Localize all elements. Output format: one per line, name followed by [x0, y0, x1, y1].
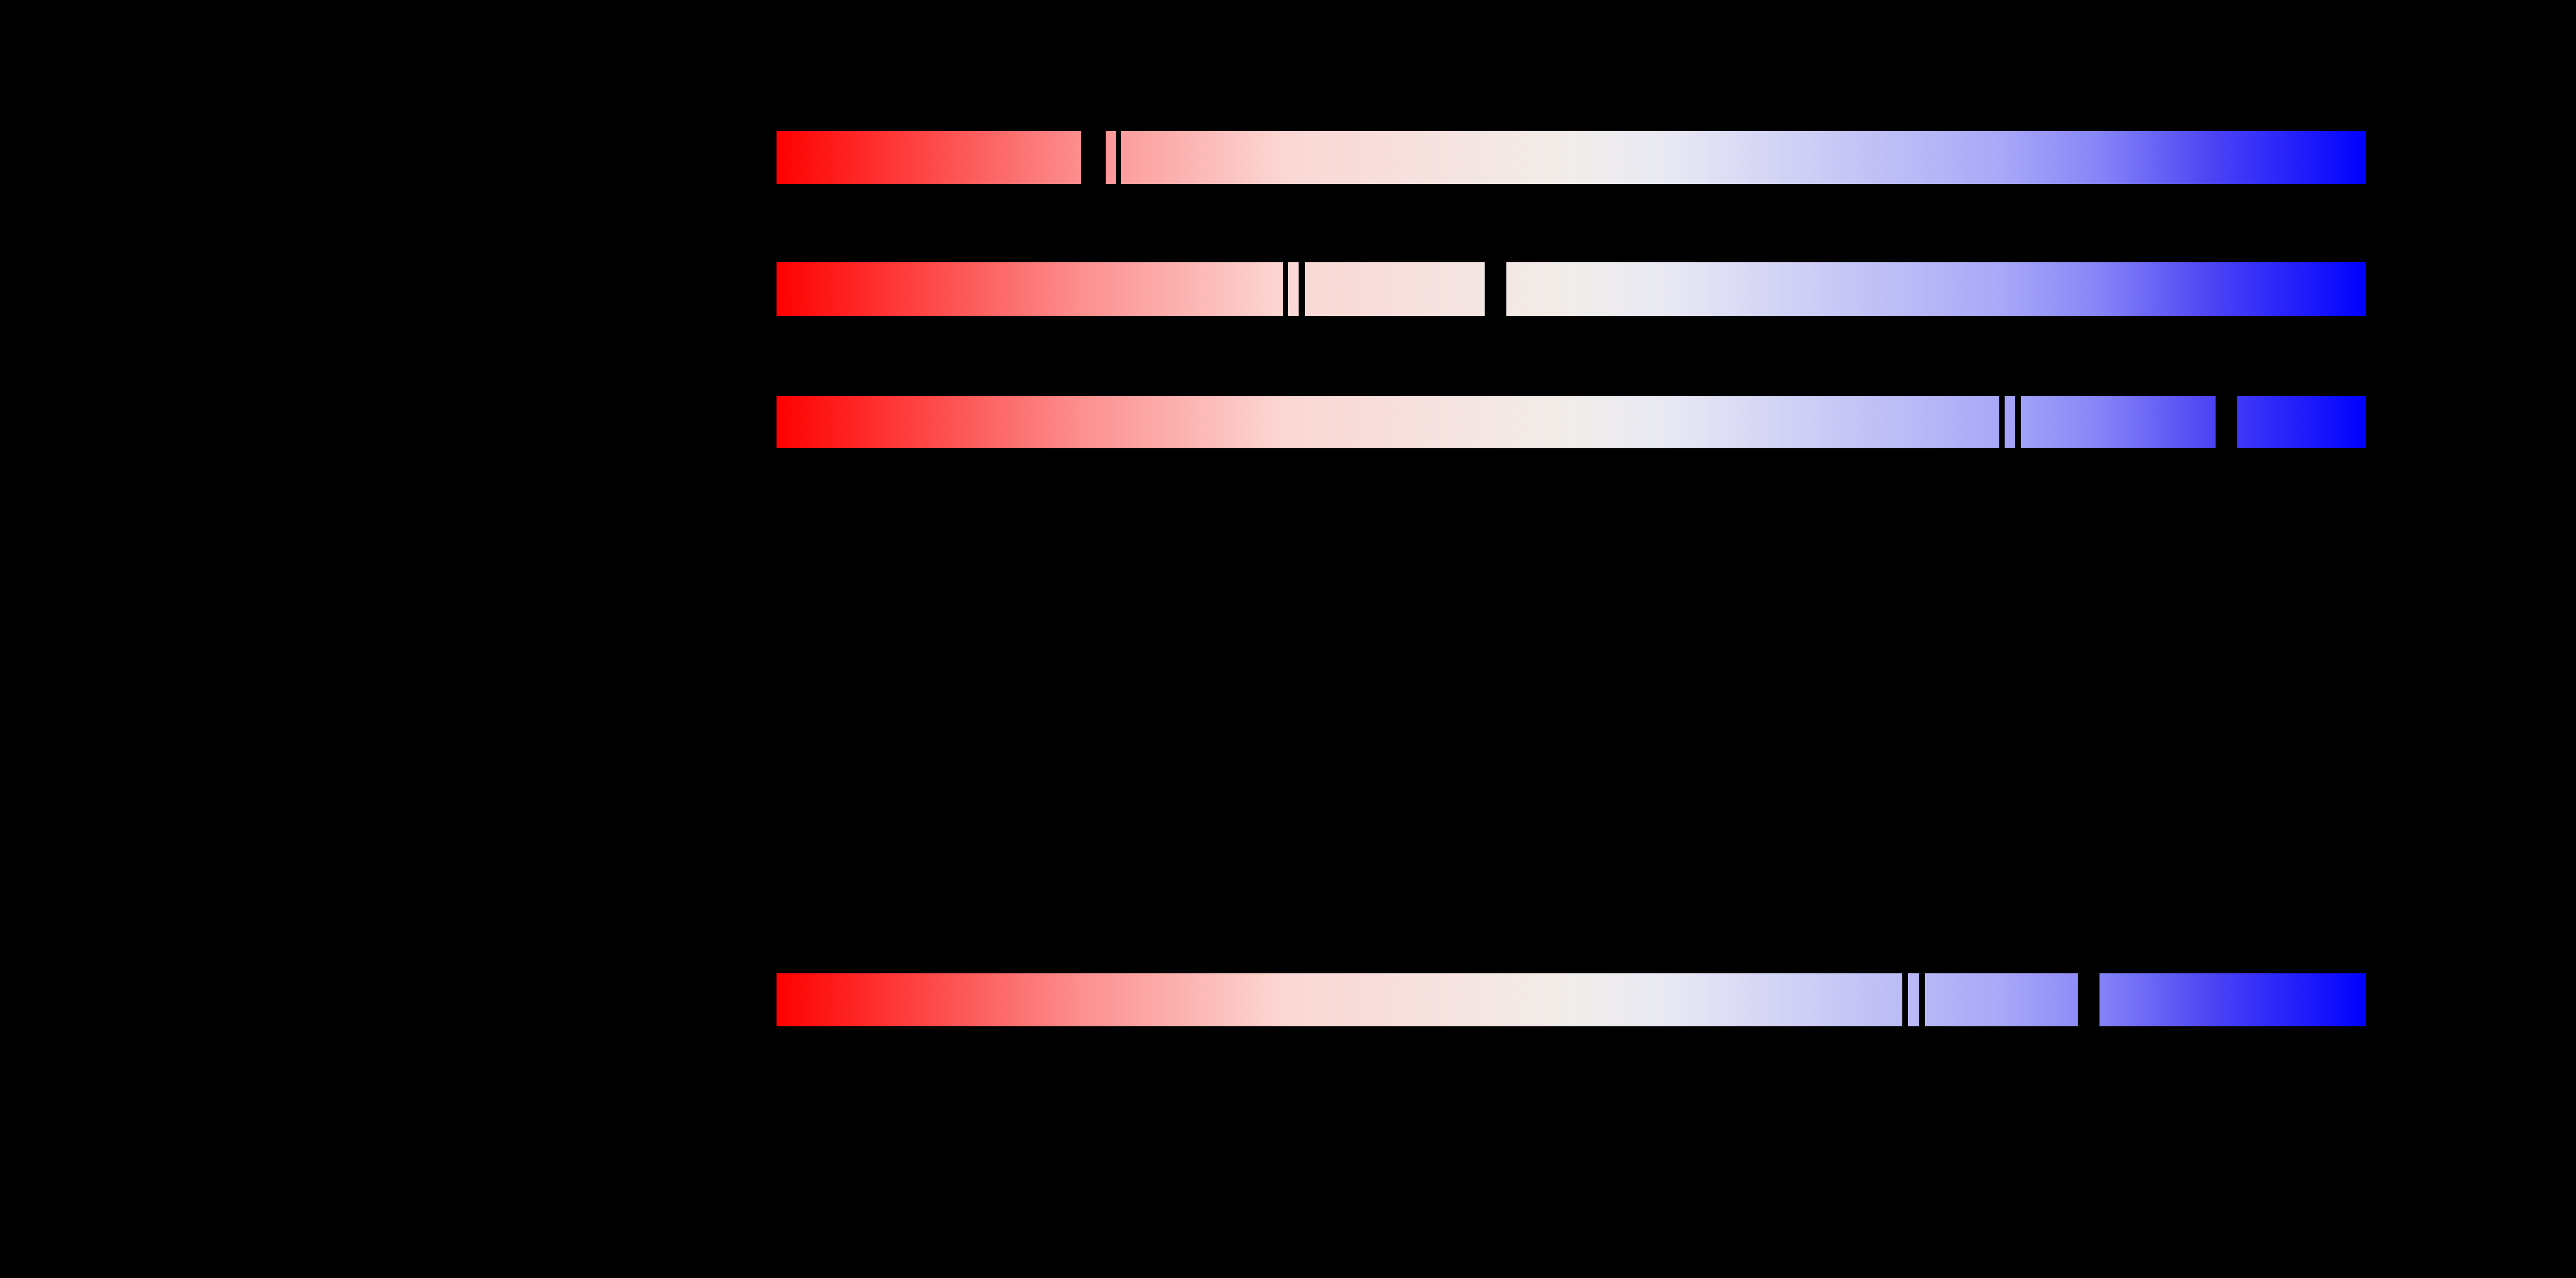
bar-3-marker-thin	[1999, 395, 2005, 449]
bar-2-marker-thin	[1283, 262, 1288, 316]
bar-4-marker-thin	[1919, 973, 1925, 1027]
bar-2-marker-thin	[1299, 262, 1305, 316]
gradient-bar-1	[777, 130, 2366, 184]
gradient-bar-4	[777, 973, 2366, 1027]
bar-1-marker-wide	[1081, 130, 1106, 184]
bar-4-marker-thin	[1902, 973, 1908, 1027]
bar-4-marker-wide	[2078, 973, 2099, 1027]
gradient-bar-3	[777, 395, 2366, 449]
bar-3-marker-thin	[2015, 395, 2021, 449]
bar-2-marker-wide	[1485, 262, 1506, 316]
bar-3-marker-wide	[2216, 395, 2237, 449]
gradient-bar-2	[777, 262, 2366, 316]
bar-1-marker-thin	[1116, 130, 1121, 184]
